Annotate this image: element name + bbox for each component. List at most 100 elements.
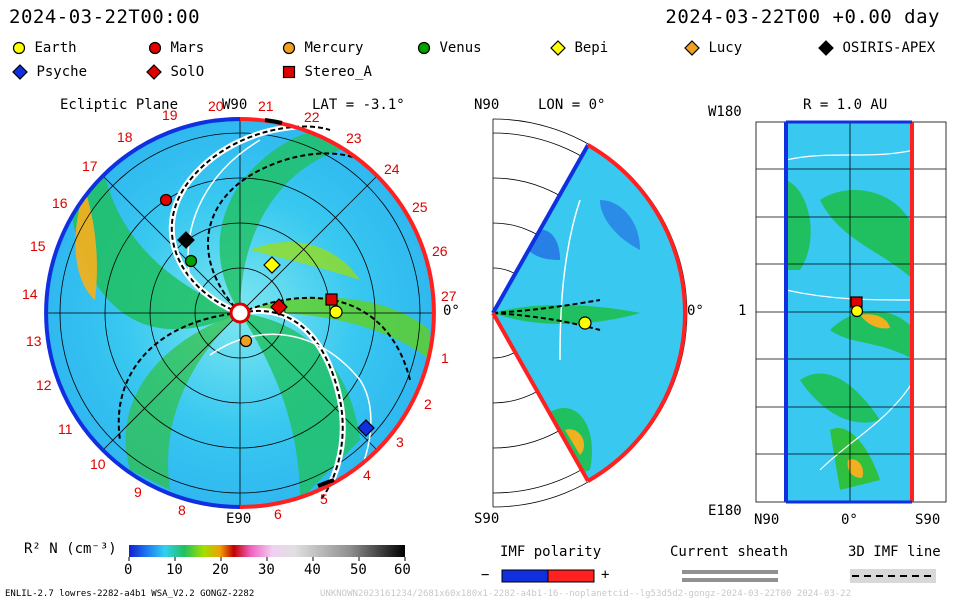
legend-label: Stereo_A xyxy=(304,64,372,80)
imf-minus-label: − xyxy=(481,567,490,583)
imf-polarity-title: IMF polarity xyxy=(500,544,602,560)
ecliptic-plane-panel xyxy=(44,117,436,509)
legend-label: Psyche xyxy=(36,64,88,80)
ecliptic-w90-label: W90 xyxy=(222,97,248,113)
colorbar-tick-label: 10 xyxy=(166,562,183,578)
colorbar-tick-label: 20 xyxy=(212,562,229,578)
timestamp-left: 2024-03-22T00:00 xyxy=(9,6,201,28)
legend-item-mars: Mars xyxy=(148,40,204,56)
carrington-label: 20 xyxy=(208,98,224,114)
legend-label: Lucy xyxy=(708,40,743,56)
ecliptic-title: Ecliptic Plane xyxy=(60,97,179,113)
legend-label: Mars xyxy=(170,40,205,56)
colorbar-ticks xyxy=(128,557,406,561)
ecliptic-object-markers xyxy=(159,193,375,437)
carrington-label: 21 xyxy=(258,98,274,114)
lucy-marker-icon xyxy=(684,40,700,56)
colorbar-tick-label: 50 xyxy=(350,562,367,578)
earth-marker-icon xyxy=(12,41,26,55)
carrington-label: 13 xyxy=(26,333,42,349)
radial-panel xyxy=(755,120,947,504)
legend-item-stereo-a: Stereo_A xyxy=(282,64,372,80)
mars-marker-icon xyxy=(159,193,173,207)
ecliptic-lat-label: LAT = -3.1° xyxy=(312,97,405,113)
mercury-marker-icon xyxy=(239,334,253,348)
imf-line-title: 3D IMF line xyxy=(848,544,941,560)
legend-item-osiris-apex: OSIRIS-APEX xyxy=(818,40,935,56)
mercury-marker-icon xyxy=(282,41,296,55)
earth-marker-icon xyxy=(578,316,592,330)
solo-marker-icon xyxy=(146,64,162,80)
carrington-labels: 1 2 3 4 5 6 7 8 9 10 11 12 13 14 15 16 1… xyxy=(22,98,457,522)
solo-marker-icon xyxy=(270,298,288,316)
current-sheath-title: Current sheath xyxy=(670,544,789,560)
colorbar-title: R² N (cm⁻³) xyxy=(24,541,117,557)
psyche-marker-icon xyxy=(357,419,375,437)
colorbar-tick-label: 60 xyxy=(394,562,411,578)
carrington-label: 4 xyxy=(363,467,371,483)
legend-item-venus: Venus xyxy=(417,40,482,56)
mars-marker-icon xyxy=(148,41,162,55)
venus-marker-icon xyxy=(184,254,198,268)
imf-line-swatch xyxy=(850,569,936,583)
carrington-label: 9 xyxy=(134,484,142,500)
legend-label: Earth xyxy=(34,40,77,56)
radial-one-label: 1 xyxy=(738,303,747,319)
bepi-marker-icon xyxy=(263,256,281,274)
imf-negative-swatch xyxy=(501,569,549,583)
meridional-zero-label: 0° xyxy=(687,303,704,319)
carrington-label: 12 xyxy=(36,377,52,393)
psyche-marker-icon xyxy=(12,64,28,80)
earth-marker-icon xyxy=(850,304,864,318)
osiris-apex-marker-icon xyxy=(177,231,195,249)
carrington-label: 15 xyxy=(30,238,46,254)
legend-item-solo: SolO xyxy=(146,64,204,80)
carrington-label: 25 xyxy=(412,199,428,215)
carrington-label: 8 xyxy=(178,502,186,518)
carrington-label: 5 xyxy=(320,491,328,507)
imf-plus-label: + xyxy=(601,567,610,583)
carrington-label: 6 xyxy=(274,506,282,522)
colorbar-tick-label: 30 xyxy=(258,562,275,578)
carrington-label: 24 xyxy=(384,161,400,177)
bepi-marker-icon xyxy=(550,40,566,56)
carrington-label: 14 xyxy=(22,286,38,302)
osiris-apex-marker-icon xyxy=(818,40,834,56)
legend-item-mercury: Mercury xyxy=(282,40,363,56)
radial-density xyxy=(786,149,914,490)
legend-label: SolO xyxy=(170,64,205,80)
ecliptic-e90-label: E90 xyxy=(226,511,252,527)
carrington-label: 19 xyxy=(162,107,178,123)
legend-item-psyche: Psyche xyxy=(12,64,87,80)
radial-n90-label: N90 xyxy=(754,512,780,528)
radial-w180-label: W180 xyxy=(708,104,742,120)
footer-run-info: ENLIL-2.7 lowres-2282-a4b1 WSA_V2.2 GONG… xyxy=(5,589,255,599)
sun-icon xyxy=(229,302,251,324)
footer-run-id: UNKNOWN2023161234/2681x60x180x1-2282-a4b… xyxy=(320,589,852,599)
carrington-label: 27 xyxy=(441,288,457,304)
colorbar-tick-label: 0 xyxy=(124,562,133,578)
timestamp-right: 2024-03-22T00 +0.00 day xyxy=(665,6,940,28)
carrington-label: 23 xyxy=(346,130,362,146)
legend-item-lucy: Lucy xyxy=(684,40,742,56)
carrington-label: 3 xyxy=(396,434,404,450)
stereo-a-marker-icon xyxy=(282,65,296,79)
radial-e180-label: E180 xyxy=(708,503,742,519)
carrington-label: 1 xyxy=(441,350,449,366)
colorbar-tick-label: 40 xyxy=(304,562,321,578)
legend-label: Venus xyxy=(439,40,482,56)
imf-positive-swatch xyxy=(547,569,595,583)
radial-mid-label: 0° xyxy=(841,512,858,528)
meridional-s90-label: S90 xyxy=(474,511,500,527)
carrington-label: 11 xyxy=(58,421,73,437)
meridional-panel xyxy=(491,118,688,508)
colorbar xyxy=(129,545,405,557)
current-sheath-swatch xyxy=(682,570,778,582)
legend-item-bepi: Bepi xyxy=(550,40,608,56)
carrington-label: 16 xyxy=(52,195,68,211)
meridional-n90-label: N90 xyxy=(474,97,500,113)
carrington-label: 2 xyxy=(424,396,432,412)
stereo-a-marker-icon xyxy=(325,293,338,306)
legend-label: Bepi xyxy=(574,40,609,56)
